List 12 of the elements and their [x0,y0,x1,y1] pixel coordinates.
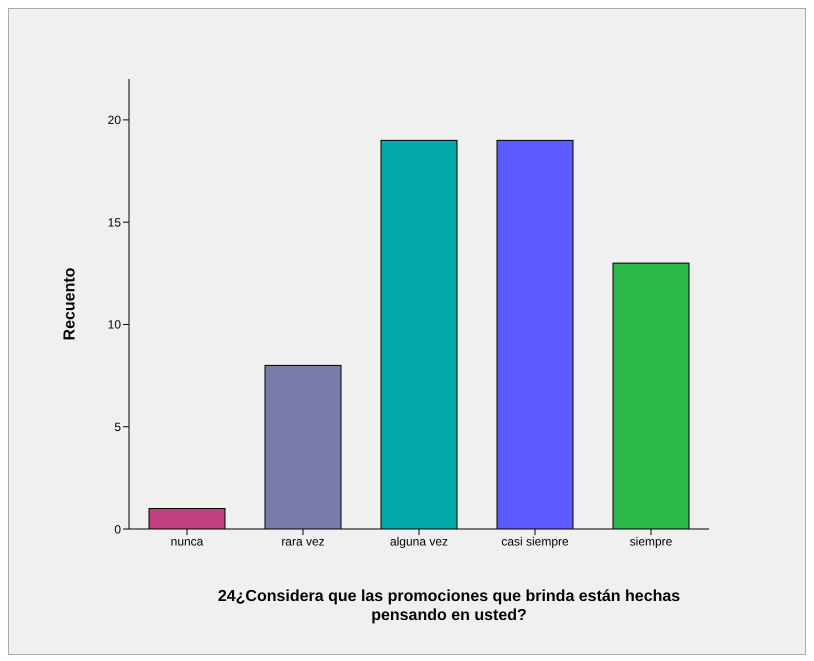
y-tick-label: 5 [114,420,122,434]
x-tick-label: nunca [170,534,204,549]
y-axis-title: Recuento [62,267,79,340]
x-tick-label: alguna vez [390,534,448,549]
y-tick-label: 15 [108,215,122,230]
x-tick-label: siempre [630,534,673,549]
y-tick-label: 20 [108,113,122,128]
y-tick-label: 10 [108,318,122,332]
y-tick-label: 0 [114,522,122,536]
x-tick-label: rara vez [281,534,325,549]
x-tick-label: casi siempre [501,534,569,549]
x-axis-title: 24¿Considera que las promociones que brinda están hechas pensando en usted? [216,587,682,625]
